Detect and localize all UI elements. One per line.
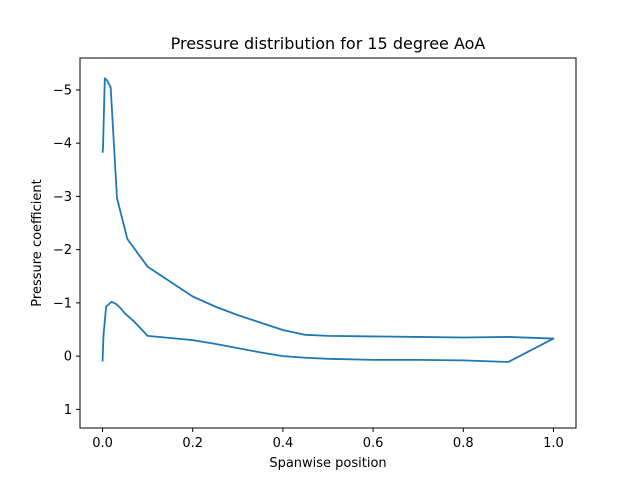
x-tick-label: 1.0 [543,436,564,451]
x-tick-label: 0.6 [363,436,384,451]
series-line-0 [101,77,555,363]
y-tick-label: −5 [53,83,72,98]
y-tick-label: −3 [53,190,72,205]
y-tick-label: 1 [64,403,72,418]
y-axis-label: Pressure coefficient [30,179,45,306]
x-tick-label: 0.8 [453,436,474,451]
plot-area [101,77,555,363]
x-tick-label: 0.4 [273,436,294,451]
x-tick-label: 0.2 [182,436,203,451]
y-tick-label: 0 [64,350,72,365]
x-tick-label: 0.0 [92,436,113,451]
y-axis: −5 −4 −3 −2 −1 0 1 [53,83,80,418]
x-axis: 0.0 0.2 0.4 0.6 0.8 1.0 [92,428,564,451]
y-tick-label: −1 [53,296,72,311]
y-tick-label: −4 [53,137,72,152]
x-axis-label: Spanwise position [269,456,386,471]
axes-frame [79,57,577,429]
chart-title: Pressure distribution for 15 degree AoA [171,34,486,53]
y-tick-label: −2 [53,243,72,258]
